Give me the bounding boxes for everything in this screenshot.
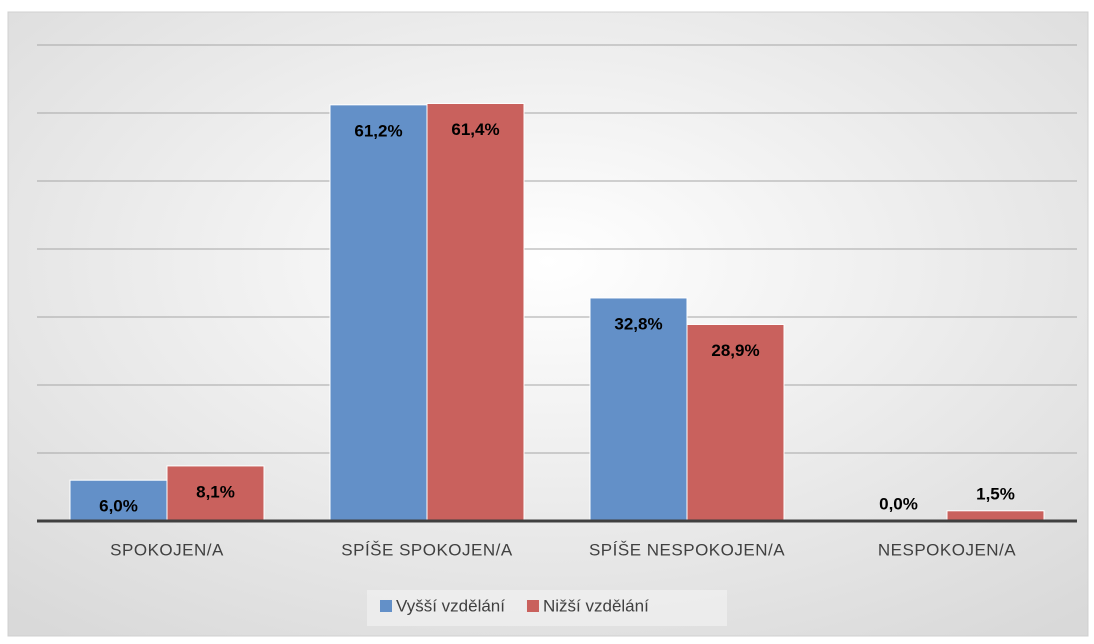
legend-label: Nižší vzdělání xyxy=(543,596,649,615)
x-tick-label: SPOKOJEN/A xyxy=(110,540,224,559)
legend-box xyxy=(367,590,727,626)
data-label: 6,0% xyxy=(99,497,138,516)
x-tick-label: SPÍŠE NESPOKOJEN/A xyxy=(589,540,785,559)
data-label: 61,2% xyxy=(354,121,402,140)
legend-label: Vyšší vzdělání xyxy=(396,596,505,615)
data-label: 0,0% xyxy=(879,494,918,513)
data-label: 8,1% xyxy=(196,482,235,501)
bar xyxy=(69,479,168,522)
bar xyxy=(426,102,525,522)
x-tick-label: SPÍŠE SPOKOJEN/A xyxy=(341,540,513,559)
bar xyxy=(589,297,688,522)
bar xyxy=(946,510,1045,522)
chart-background xyxy=(7,11,1089,637)
x-tick-label: NESPOKOJEN/A xyxy=(878,540,1016,559)
bar xyxy=(166,465,265,522)
bar xyxy=(329,104,428,522)
legend-swatch xyxy=(380,600,392,612)
data-label: 32,8% xyxy=(614,314,662,333)
data-label: 1,5% xyxy=(976,484,1015,503)
data-label: 28,9% xyxy=(711,341,759,360)
data-label: 61,4% xyxy=(451,120,499,139)
legend-swatch xyxy=(526,600,539,612)
bar xyxy=(686,323,785,522)
